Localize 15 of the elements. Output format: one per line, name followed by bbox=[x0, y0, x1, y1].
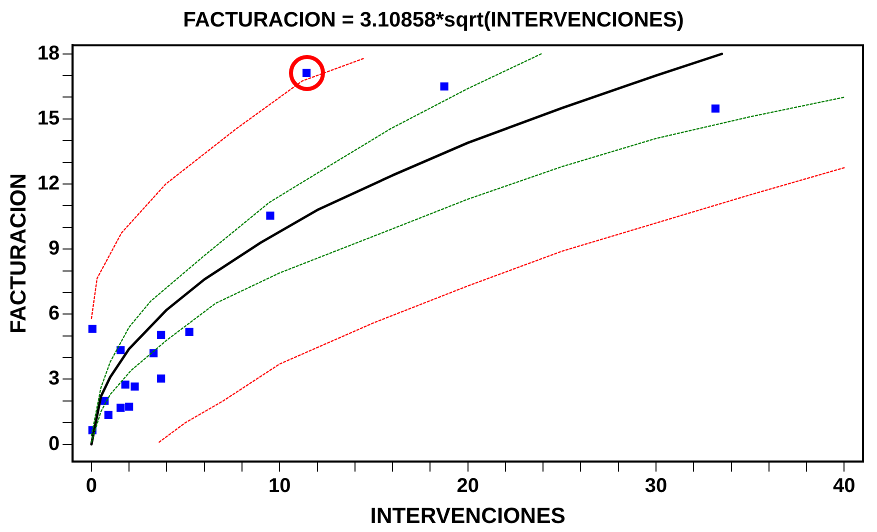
x-tick-label: 30 bbox=[644, 475, 668, 498]
x-tick-label: 20 bbox=[456, 475, 479, 498]
x-tick-label: 0 bbox=[86, 475, 98, 498]
x-tick-label: 10 bbox=[268, 475, 291, 498]
y-tick-label: 12 bbox=[37, 172, 60, 195]
x-axis-title: INTERVENCIONES bbox=[370, 502, 566, 528]
y-tick-label: 6 bbox=[48, 302, 60, 325]
y-tick-label: 9 bbox=[48, 238, 60, 260]
y-tick-label: 3 bbox=[48, 368, 60, 390]
y-axis-title: FACTURACION bbox=[5, 173, 30, 334]
chart-title: FACTURACION = 3.10858*sqrt(INTERVENCIONES) bbox=[183, 8, 684, 32]
y-tick-label: 18 bbox=[37, 42, 60, 64]
y-tick-label: 0 bbox=[48, 432, 60, 455]
y-tick-label: 15 bbox=[37, 107, 60, 130]
x-tick-label: 40 bbox=[833, 475, 856, 498]
